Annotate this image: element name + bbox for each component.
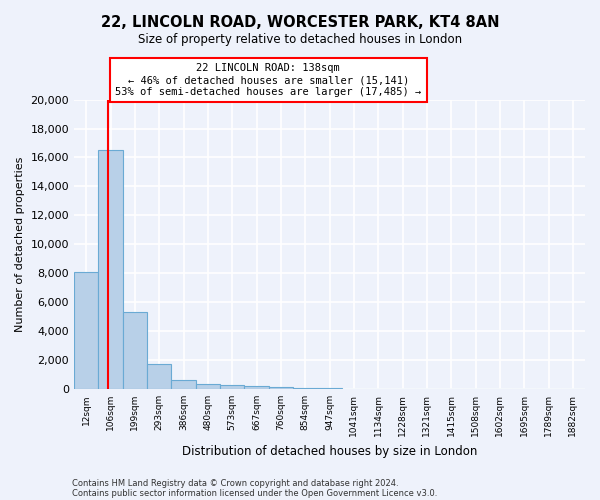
Bar [220, 386, 244, 389]
Text: 22, LINCOLN ROAD, WORCESTER PARK, KT4 8AN: 22, LINCOLN ROAD, WORCESTER PARK, KT4 8A… [101, 15, 499, 30]
Bar [123, 312, 147, 389]
Bar [74, 272, 98, 389]
Bar [196, 384, 220, 389]
Bar [317, 388, 341, 389]
Y-axis label: Number of detached properties: Number of detached properties [15, 156, 25, 332]
Bar [293, 388, 317, 389]
Bar [98, 150, 123, 389]
Text: Size of property relative to detached houses in London: Size of property relative to detached ho… [138, 32, 462, 46]
Bar [269, 387, 293, 389]
Bar [172, 380, 196, 389]
Text: Contains HM Land Registry data © Crown copyright and database right 2024.: Contains HM Land Registry data © Crown c… [72, 478, 398, 488]
X-axis label: Distribution of detached houses by size in London: Distribution of detached houses by size … [182, 444, 477, 458]
Text: Contains public sector information licensed under the Open Government Licence v3: Contains public sector information licen… [72, 488, 437, 498]
Bar [244, 386, 269, 389]
Text: 22 LINCOLN ROAD: 138sqm
← 46% of detached houses are smaller (15,141)
53% of sem: 22 LINCOLN ROAD: 138sqm ← 46% of detache… [115, 64, 421, 96]
Bar [147, 364, 172, 389]
